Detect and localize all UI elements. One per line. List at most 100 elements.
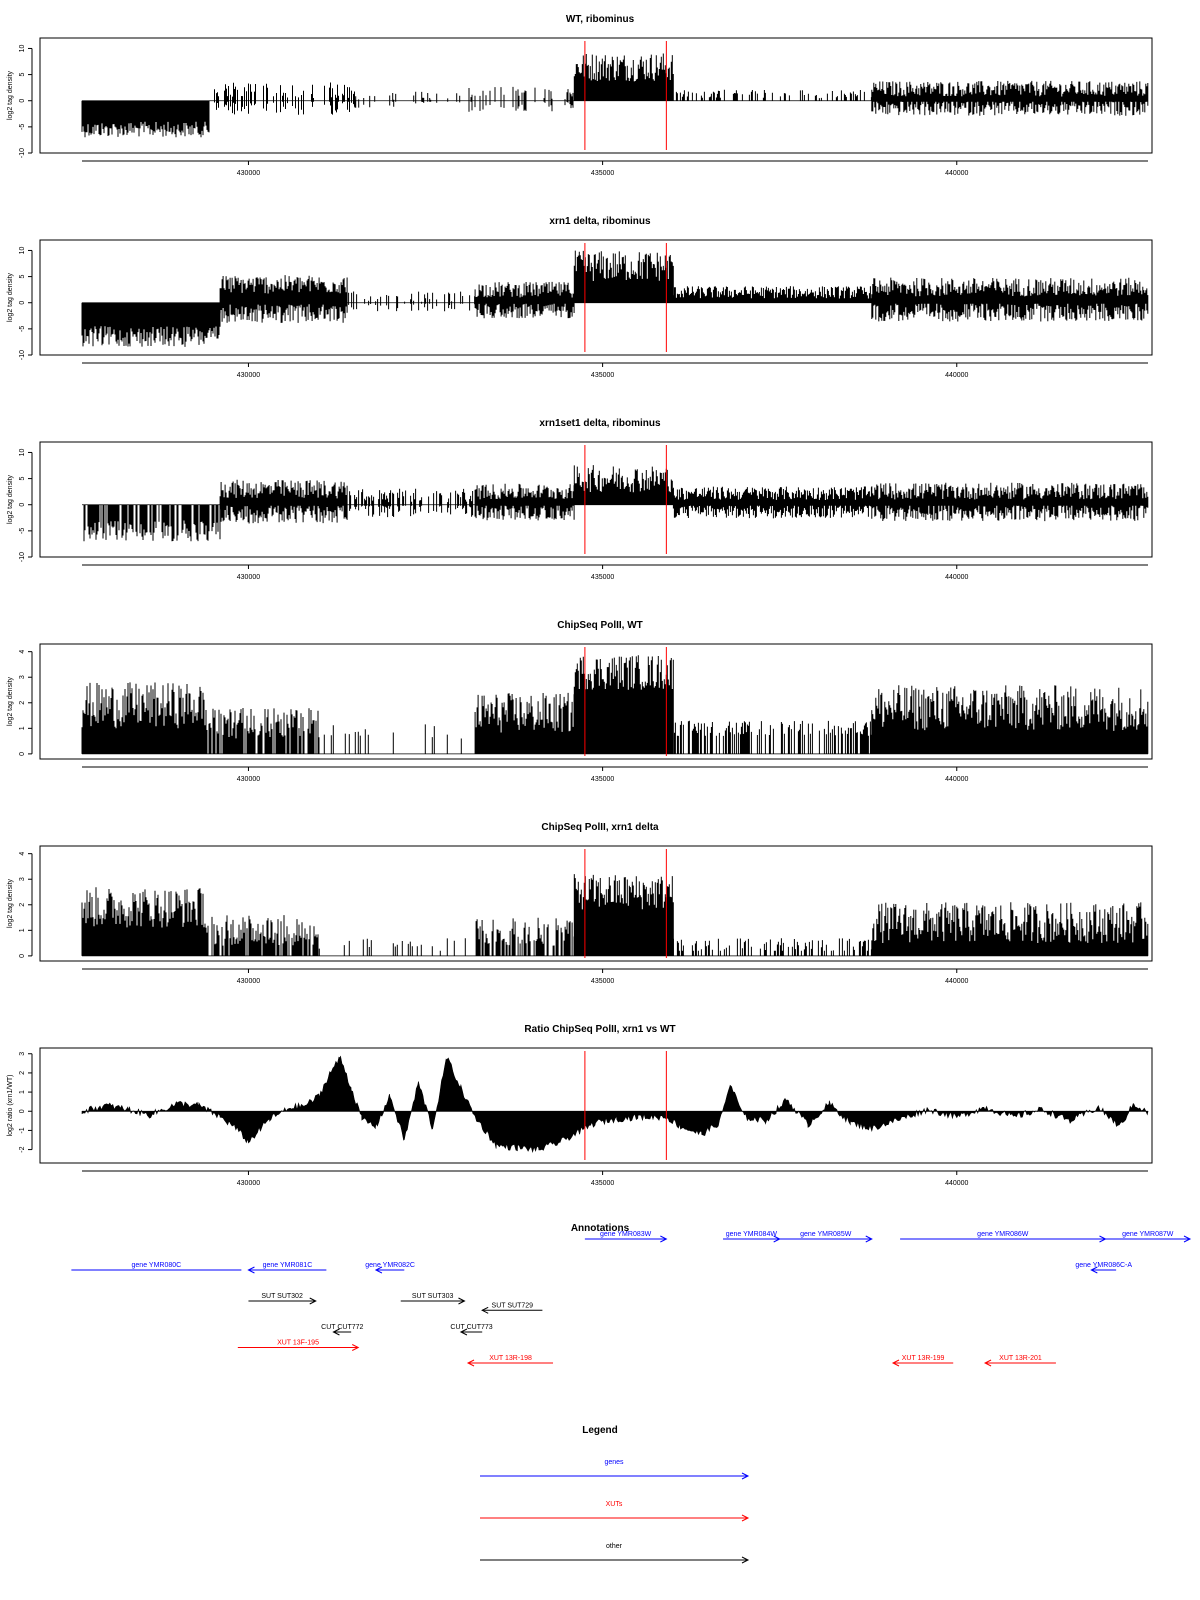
data-bar-segment [354, 91, 461, 108]
chart-title: ChipSeq PolII, xrn1 delta [541, 822, 659, 833]
data-bar-segment [83, 504, 221, 542]
arrow-head [891, 1359, 900, 1367]
x-tick-label: 440000 [945, 776, 968, 783]
y-axis-label: log2 tag density [7, 676, 14, 726]
chart-title: Ratio ChipSeq PolII, xrn1 vs WT [524, 1024, 675, 1035]
annotation-label: XUT 13F-195 [277, 1340, 319, 1347]
data-bar-segment [81, 100, 210, 138]
y-tick-label: 5 [19, 275, 26, 279]
annotation-feature: gene YMR082C [365, 1262, 415, 1274]
chart-title: WT, ribominus [566, 14, 635, 25]
ratio-area [81, 1055, 1149, 1153]
data-bar-segment [81, 682, 206, 754]
annotation-label: gene YMR084W [726, 1231, 778, 1238]
arrow-head [660, 1235, 668, 1243]
arrow-head [459, 1328, 468, 1336]
data-marks [81, 874, 1149, 956]
x-tick-label: 435000 [591, 372, 614, 379]
arrow-head [865, 1235, 873, 1243]
x-tick-label: 430000 [237, 372, 260, 379]
chart-panel: ChipSeq PolII, xrn1 delta 0 1 2 3 4 log2 tag d… [7, 822, 1153, 985]
data-bar-segment [573, 250, 674, 303]
x-tick-label: 430000 [237, 1180, 260, 1187]
annotation-label: gene YMR085W [800, 1231, 852, 1238]
annotation-feature: XUT 13R-201 [983, 1355, 1056, 1367]
data-bar-segment [475, 917, 575, 956]
x-tick-label: 430000 [237, 978, 260, 985]
legend-entry: genes [480, 1459, 750, 1480]
data-bar-segment [871, 902, 1149, 956]
x-tick-label: 435000 [591, 574, 614, 581]
data-bar-segment [573, 655, 674, 754]
arrow-head [466, 1359, 475, 1367]
y-axis-label: log2 tag density [7, 878, 14, 928]
annotation-feature: gene YMR085W [779, 1231, 873, 1243]
data-bar-segment [672, 938, 872, 956]
y-tick-label: 10 [19, 448, 26, 456]
annotation-label: gene YMR086W [977, 1231, 1029, 1238]
data-bar-segment [81, 302, 221, 347]
annotation-feature: SUT SUT303 [400, 1293, 466, 1305]
x-tick-label: 430000 [237, 776, 260, 783]
annotation-feature: XUT 13R-199 [891, 1355, 954, 1367]
data-bar-segment [672, 486, 872, 519]
y-tick-label: 1 [19, 928, 26, 932]
annotation-feature: gene YMR080C [71, 1262, 242, 1271]
y-tick-label: 0 [19, 752, 26, 756]
annotation-label: gene YMR087W [1122, 1231, 1174, 1238]
data-bar-segment [214, 82, 355, 115]
y-axis-label: log2 ratio (xrn1/WT) [7, 1075, 14, 1137]
annotation-feature: gene YMR086W [900, 1231, 1107, 1243]
chart-title: xrn1set1 delta, ribominus [539, 418, 661, 429]
annotation-feature: SUT SUT302 [248, 1293, 317, 1305]
y-tick-label: 0 [19, 503, 26, 507]
chart-title: xrn1 delta, ribominus [549, 216, 651, 227]
arrow-head [741, 1556, 750, 1564]
y-tick-label: -1 [19, 1127, 26, 1133]
legend-entry: XUTs [480, 1501, 750, 1522]
y-tick-label: 2 [19, 1071, 26, 1075]
arrow-head [458, 1297, 466, 1305]
annotation-feature: gene YMR084W [723, 1231, 781, 1243]
annotation-feature: SUT SUT729 [481, 1302, 543, 1314]
annotation-label: SUT SUT729 [492, 1302, 534, 1309]
plot-frame [39, 441, 1153, 558]
arrow-head [309, 1297, 317, 1305]
y-tick-label: 2 [19, 701, 26, 705]
data-bar-segment [468, 86, 574, 112]
x-tick-label: 440000 [945, 372, 968, 379]
y-tick-label: 5 [19, 73, 26, 77]
y-tick-label: 5 [19, 477, 26, 481]
arrow-head [1099, 1235, 1107, 1243]
data-bar-segment [318, 938, 466, 956]
data-bar-segment [573, 874, 674, 956]
legend-label: other [606, 1543, 623, 1550]
y-tick-label: 4 [19, 852, 26, 856]
data-bar-segment [672, 286, 872, 303]
data-marks [81, 250, 1149, 347]
data-marks [81, 655, 1149, 754]
data-bar-segment [205, 915, 319, 956]
arrow-head [741, 1472, 750, 1480]
y-tick-label: -10 [19, 552, 26, 562]
annotation-feature: CUT CUT772 [321, 1324, 364, 1336]
x-tick-label: 430000 [237, 574, 260, 581]
annotations-title: Annotations [571, 1223, 630, 1234]
chart-panel: xrn1set1 delta, ribominus -10 -5 0 5 10 log2 t… [7, 418, 1153, 581]
data-bar-segment [573, 465, 674, 505]
annotation-label: gene YMR083W [600, 1231, 652, 1238]
annotation-label: SUT SUT303 [412, 1293, 454, 1300]
data-bar-segment [474, 692, 575, 754]
chart-panel: ChipSeq PolII, WT 0 1 2 3 4 log2 tag density 43… [7, 620, 1153, 783]
annotation-label: gene YMR086C-A [1075, 1262, 1132, 1269]
annotation-label: XUT 13R-199 [902, 1355, 945, 1362]
chart-title: ChipSeq PolII, WT [557, 620, 643, 631]
y-axis-label: log2 tag density [7, 474, 14, 524]
data-bar-segment [871, 277, 1149, 322]
annotation-label: SUT SUT302 [261, 1293, 303, 1300]
annotation-label: gene YMR081C [263, 1262, 313, 1269]
data-bar-segment [871, 685, 1149, 754]
annotation-label: CUT CUT773 [450, 1324, 492, 1331]
data-bar-segment [673, 720, 872, 754]
